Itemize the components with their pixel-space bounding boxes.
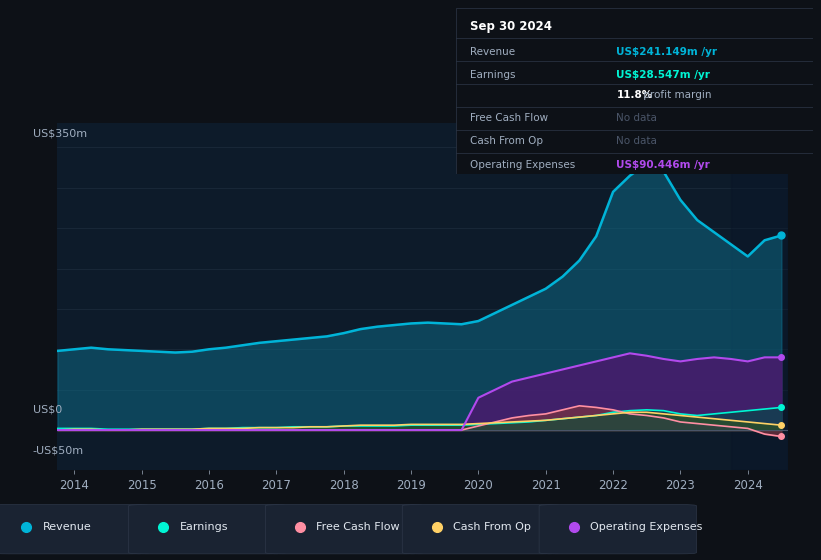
Text: profit margin: profit margin <box>640 90 711 100</box>
Text: US$90.446m /yr: US$90.446m /yr <box>617 160 710 170</box>
Text: Earnings: Earnings <box>470 71 516 80</box>
Text: 11.8%: 11.8% <box>617 90 653 100</box>
Text: Operating Expenses: Operating Expenses <box>470 160 576 170</box>
Text: -US$50m: -US$50m <box>33 446 84 456</box>
Text: Revenue: Revenue <box>43 522 91 533</box>
FancyBboxPatch shape <box>129 505 286 554</box>
Text: Free Cash Flow: Free Cash Flow <box>316 522 400 533</box>
FancyBboxPatch shape <box>0 505 149 554</box>
Text: Operating Expenses: Operating Expenses <box>590 522 703 533</box>
Text: US$28.547m /yr: US$28.547m /yr <box>617 71 710 80</box>
Text: US$241.149m /yr: US$241.149m /yr <box>617 47 718 57</box>
Text: Sep 30 2024: Sep 30 2024 <box>470 20 552 33</box>
Text: US$350m: US$350m <box>33 128 87 138</box>
FancyBboxPatch shape <box>456 8 813 174</box>
FancyBboxPatch shape <box>402 505 560 554</box>
Text: Earnings: Earnings <box>180 522 228 533</box>
Text: US$0: US$0 <box>33 405 62 415</box>
FancyBboxPatch shape <box>265 505 423 554</box>
Bar <box>731 123 788 470</box>
FancyBboxPatch shape <box>539 505 696 554</box>
Text: Free Cash Flow: Free Cash Flow <box>470 113 548 123</box>
Text: No data: No data <box>617 113 658 123</box>
Text: No data: No data <box>617 137 658 146</box>
Text: Cash From Op: Cash From Op <box>453 522 531 533</box>
Text: Revenue: Revenue <box>470 47 515 57</box>
Text: Cash From Op: Cash From Op <box>470 137 543 146</box>
